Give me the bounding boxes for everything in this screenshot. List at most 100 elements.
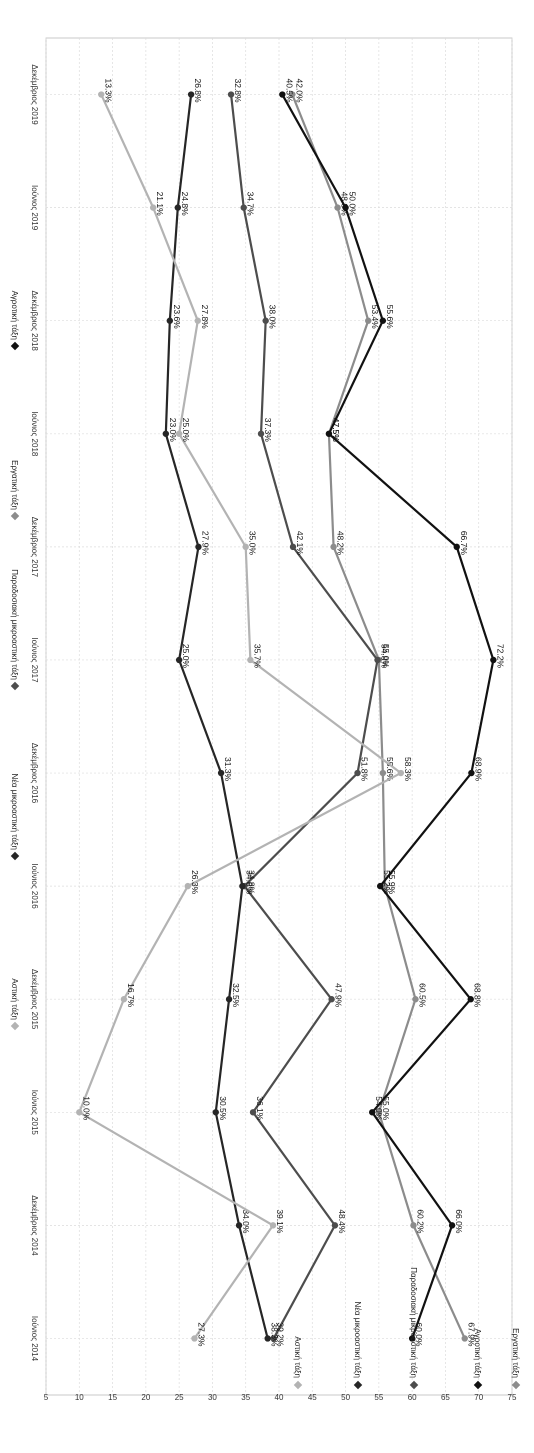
- data-point: [225, 996, 233, 1003]
- legend-inset: Εργατική τάξη Αγροτική τάξη Παραδοσιακή μι…: [293, 1267, 521, 1390]
- x-tick-label: Δεκέμβριος 2019: [30, 64, 39, 125]
- data-point: [269, 1222, 277, 1229]
- legend-bottom-marker: [10, 1021, 20, 1031]
- series-3: 38.3% 34.0% 30.5% 32.5% 34.8% 31.3% 25.0% 27.9%…: [162, 78, 280, 1347]
- y-tick-label: 25: [175, 1393, 184, 1402]
- data-label: 60.5%: [417, 983, 427, 1008]
- data-point: [162, 430, 170, 437]
- data-point: [461, 1335, 468, 1342]
- data-label: 34.7%: [246, 192, 256, 217]
- legend-inset-marker: [473, 1380, 483, 1390]
- data-label: 34.8%: [244, 870, 254, 895]
- series-line: [229, 94, 379, 1339]
- series-line: [281, 94, 495, 1339]
- x-tick-label: Δεκέμβριος 2016: [30, 743, 39, 804]
- data-label: 67.9%: [467, 1322, 477, 1347]
- legend-inset-marker: [409, 1380, 419, 1390]
- legend-bottom-marker: [10, 511, 20, 521]
- data-point: [376, 882, 384, 890]
- data-point: [325, 430, 333, 437]
- data-point: [194, 317, 201, 324]
- legend-bottom-label: Παραδοσιακή μικροαστική τάξη: [10, 569, 19, 680]
- data-point: [240, 204, 247, 211]
- x-tick-label: Ιούνιος 2017: [30, 637, 39, 683]
- legend-inset-marker: [511, 1380, 521, 1390]
- gridlines: [45, 38, 513, 1395]
- y-tick-label: 45: [308, 1393, 317, 1402]
- data-label: 10.0%: [81, 1096, 91, 1121]
- data-label: 21.1%: [155, 192, 165, 217]
- data-label: 53.4%: [370, 305, 380, 330]
- data-point: [184, 882, 191, 890]
- data-point: [397, 769, 405, 777]
- data-point: [187, 91, 195, 98]
- data-label: 37.3%: [263, 418, 273, 443]
- legend-bottom-marker: [10, 341, 20, 351]
- data-point: [354, 769, 361, 777]
- y-tick-label: 40: [275, 1393, 284, 1402]
- legend-bottom: Αστική τάξη Νέα μικροαστική τάξη Παραδοσια…: [10, 291, 20, 1031]
- data-label: 25.0%: [181, 418, 191, 443]
- chart-rotated-group: Ιούνιος 2014 Δεκέμβριος 2014 Ιούνιος 2015 Δ…: [10, 37, 521, 1402]
- data-point: [262, 317, 269, 324]
- data-label: 48.4%: [337, 1209, 347, 1234]
- data-point: [120, 996, 128, 1003]
- y-tick-label: 75: [508, 1393, 517, 1402]
- y-tick-label: 15: [108, 1393, 117, 1402]
- x-tick-label: Ιούνιος 2018: [30, 411, 39, 457]
- data-label: 51.8%: [360, 757, 370, 782]
- data-point: [453, 543, 460, 551]
- data-label: 30.5%: [218, 1096, 228, 1121]
- legend-inset-label: Αγροτική τάξη: [473, 1329, 482, 1378]
- data-label: 26.8%: [193, 78, 203, 103]
- series-1: 60.0% 66.0% 54.0% 68.8% 55.2% 68.9% 72.2% 66.7%…: [279, 78, 505, 1347]
- data-label: 38.0%: [268, 305, 278, 330]
- data-point: [191, 1335, 198, 1342]
- data-label: 55.6%: [385, 757, 395, 782]
- x-tick-label: Δεκέμβριος 2017: [30, 517, 39, 578]
- series-2: 39.2% 48.4% 36.1% 47.9% 34.8% 51.8% 54.8% 42.1%…: [227, 78, 390, 1347]
- data-point: [247, 656, 254, 664]
- data-label: 23.6%: [172, 305, 182, 330]
- data-point: [342, 204, 349, 211]
- data-point: [408, 1335, 416, 1342]
- data-label: 32.8%: [233, 78, 243, 103]
- data-label: 47.5%: [331, 418, 341, 443]
- data-point: [239, 882, 246, 890]
- legend-bottom-label: Αγροτική τάξη: [10, 291, 19, 340]
- data-label: 16.7%: [126, 983, 136, 1008]
- data-label: 38.3%: [270, 1322, 280, 1347]
- y-tick-label: 55: [374, 1393, 383, 1402]
- x-tick-label: Ιούνιος 2014: [30, 1316, 39, 1362]
- data-label: 13.3%: [103, 78, 113, 103]
- x-tick-label: Ιούνιος 2019: [30, 185, 39, 231]
- data-label: 55.0%: [381, 1096, 391, 1121]
- data-label: 39.2%: [276, 1322, 286, 1347]
- data-point: [412, 996, 419, 1003]
- data-point: [379, 317, 387, 324]
- x-axis: Ιούνιος 2014 Δεκέμβριος 2014 Ιούνιος 2015 Δ…: [30, 64, 39, 1361]
- series-line: [78, 94, 402, 1340]
- data-point: [375, 1109, 383, 1116]
- legend-bottom-label: Αστική τάξη: [10, 978, 19, 1020]
- data-point: [249, 1109, 257, 1116]
- series-4: 27.3% 39.1% 10.0% 16.7% 26.3% 58.3% 35.7% 35.0%…: [76, 78, 413, 1347]
- legend-bottom-label: Εργατική τάξη: [10, 460, 19, 510]
- data-point: [195, 543, 202, 551]
- data-point: [490, 656, 497, 664]
- series-group: 67.9% 60.2% 55.0% 60.5% 55.9% 55.6% 55.0% 48.2%…: [76, 78, 505, 1347]
- data-point: [166, 317, 174, 324]
- data-point: [279, 91, 286, 98]
- data-label: 48.2%: [336, 531, 346, 556]
- data-label: 55.0%: [381, 644, 391, 669]
- data-label: 72.2%: [495, 644, 505, 669]
- data-point: [374, 656, 381, 664]
- data-point: [410, 1222, 417, 1229]
- data-point: [334, 204, 341, 211]
- data-point: [270, 1335, 277, 1342]
- data-label: 31.3%: [223, 757, 233, 782]
- x-tick-label: Δεκέμβριος 2015: [30, 969, 39, 1030]
- x-tick-label: Ιούνιος 2015: [30, 1090, 39, 1136]
- data-label: 58.3%: [403, 757, 413, 782]
